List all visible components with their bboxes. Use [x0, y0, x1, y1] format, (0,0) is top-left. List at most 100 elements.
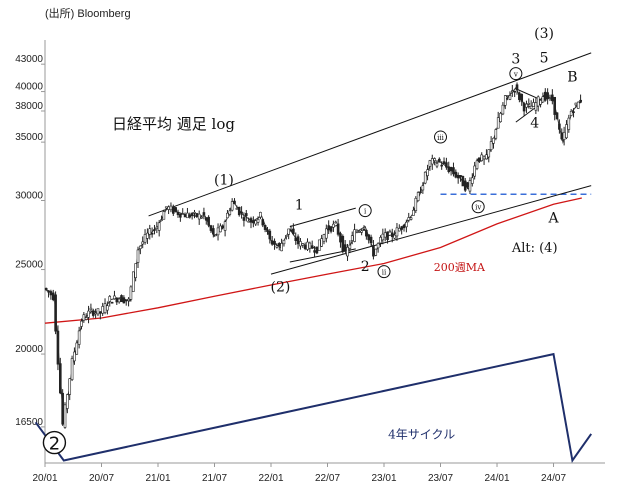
candle-body: [480, 154, 484, 161]
candle-body: [405, 221, 408, 228]
wave-circle-label: ii: [382, 269, 387, 277]
candle-body: [59, 363, 62, 394]
candle-body: [91, 310, 95, 316]
candle-body: [106, 305, 109, 311]
candle-body: [44, 287, 48, 290]
trend-line: [270, 185, 592, 275]
candle-body: [296, 236, 300, 245]
candle-body: [553, 96, 556, 115]
candle-body: [56, 330, 60, 365]
candle-body: [228, 210, 232, 215]
candle-body: [357, 231, 361, 233]
candle-body: [386, 231, 389, 240]
x-tick-label: 20/01: [32, 473, 57, 484]
candle-body: [303, 245, 307, 250]
trend-line: [148, 52, 592, 217]
candle-body: [315, 246, 319, 254]
candle-body: [372, 245, 375, 257]
candle-body: [398, 228, 401, 232]
candle-body: [421, 185, 425, 191]
candle-body: [534, 102, 538, 111]
candle-body: [511, 90, 514, 93]
candle-body: [139, 245, 142, 249]
candle-body: [87, 310, 90, 318]
candle-body: [419, 191, 422, 194]
candle-body: [174, 207, 177, 212]
candle-body: [186, 212, 189, 219]
candle-body: [468, 180, 472, 192]
candle-body: [390, 232, 394, 237]
candle-body: [63, 404, 67, 428]
candle-body: [75, 342, 79, 355]
candle-body: [445, 162, 448, 168]
candle-body: [574, 102, 578, 106]
wave-circle-marker: [358, 204, 372, 218]
source-label: (出所) Bloomberg: [45, 6, 131, 20]
wave-circle-marker: [509, 67, 523, 81]
candle-body: [226, 212, 229, 219]
candle-body: [579, 99, 582, 103]
annotation-label: (3): [534, 26, 554, 42]
candle-body: [416, 192, 420, 201]
candle-body: [341, 235, 345, 252]
candle-body: [332, 223, 335, 228]
candle-body: [49, 291, 53, 296]
candle-body: [221, 225, 225, 229]
candle-body: [282, 239, 286, 245]
candle-body: [301, 243, 305, 246]
candle-body: [339, 233, 342, 243]
candle-body: [546, 92, 549, 100]
candle-body: [70, 358, 74, 380]
candle-body: [256, 219, 260, 223]
candle-body: [202, 212, 206, 216]
wave-circle-label: iv: [475, 204, 481, 212]
candle-body: [157, 222, 161, 231]
candle-body: [214, 234, 217, 237]
candle-body: [299, 241, 302, 247]
y-tick-label: 20000: [15, 344, 43, 355]
annotation-label: (2): [271, 279, 291, 295]
candle-body: [179, 213, 182, 218]
candle-body: [261, 219, 265, 226]
candle-body: [529, 105, 533, 110]
candle-body: [94, 312, 97, 315]
candle-body: [120, 295, 123, 303]
candle-body: [402, 224, 406, 229]
candle-body: [275, 245, 279, 248]
candle-body: [237, 206, 241, 216]
candle-body: [197, 213, 201, 220]
y-tick-label: 43000: [15, 54, 43, 65]
candle-body: [506, 95, 509, 97]
candle-body: [353, 229, 356, 242]
candle-body: [473, 165, 476, 177]
candle-body: [268, 230, 272, 240]
candle-body: [388, 230, 392, 233]
candle-body: [381, 233, 385, 241]
candle-body: [266, 229, 269, 232]
candle-body: [167, 206, 170, 210]
candle-body: [496, 117, 500, 129]
candle-body: [369, 236, 373, 244]
candle-body: [66, 394, 69, 409]
candle-body: [270, 240, 274, 245]
candle-body: [219, 225, 222, 233]
candle-body: [532, 102, 535, 107]
candle-body: [195, 213, 199, 217]
candle-body: [164, 206, 168, 209]
y-tick-label: 35000: [15, 132, 43, 143]
candle-body: [360, 230, 363, 233]
x-tick-label: 24/07: [541, 473, 566, 484]
candle-body: [576, 101, 580, 109]
annotation-label: 5: [540, 50, 549, 66]
x-tick-label: 23/01: [371, 473, 396, 484]
candle-body: [407, 217, 411, 221]
candle-body: [565, 124, 568, 139]
candle-body: [143, 234, 147, 243]
candle-body: [160, 219, 163, 221]
candle-body: [489, 141, 493, 150]
candle-body: [527, 103, 531, 105]
candle-body: [313, 250, 316, 253]
candle-body: [117, 298, 121, 303]
candle-body: [322, 234, 326, 242]
